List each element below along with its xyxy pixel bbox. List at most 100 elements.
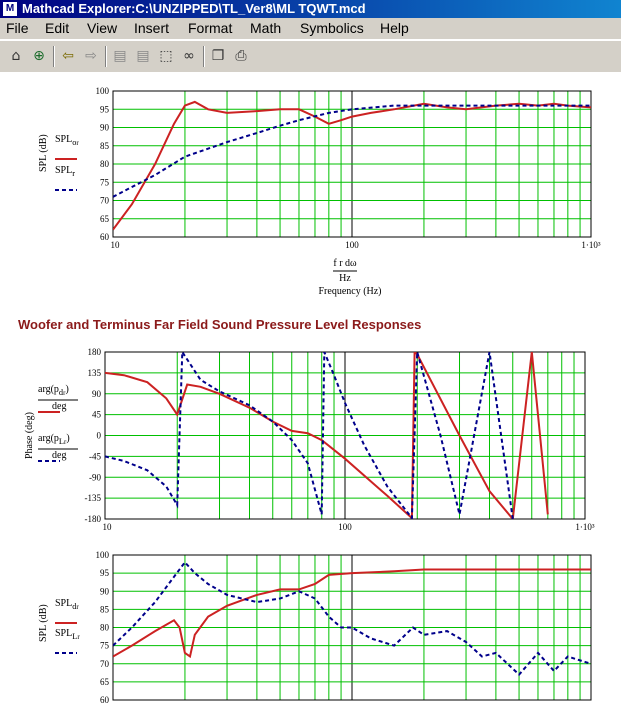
mathcad-app-icon: M — [3, 2, 17, 16]
copy-icon[interactable]: ❐ — [211, 48, 225, 64]
bottom-chart-ylabel: SPL (dB) — [38, 604, 49, 642]
top-ytick-label: 85 — [100, 141, 110, 151]
middle-legend-2: arg(pLr) — [38, 433, 70, 446]
top-legend-1-label: SPL — [55, 134, 73, 145]
middle-legend-2-tail: ) — [66, 433, 70, 444]
bottom-legend-2: SPLLr — [55, 628, 80, 641]
menu-bar: File Edit View Insert Format Math Symbol… — [0, 18, 621, 40]
middle-legend-2-label: arg(p — [38, 433, 59, 444]
top-ytick-label: 70 — [100, 196, 110, 206]
middle-plot-frame — [104, 351, 586, 520]
find-icon[interactable]: ⬚ — [159, 48, 173, 64]
top-xunit-num: f r dω — [333, 258, 357, 269]
back-arrow-icon[interactable]: ⇦ — [62, 48, 74, 64]
bottom-ytick-label: 70 — [100, 659, 110, 669]
bottom-ytick-label: 65 — [100, 677, 110, 687]
top-ytick-label: 100 — [96, 86, 110, 96]
middle-legend-1-sub: d — [58, 388, 64, 397]
top-ytick-label: 90 — [100, 123, 110, 133]
page-previous-icon[interactable]: ▤ — [113, 48, 127, 64]
middle-ytick-label: 180 — [88, 347, 102, 357]
menu-view[interactable]: View — [87, 20, 118, 36]
middle-ytick-label: -180 — [85, 514, 102, 524]
bottom-ytick-label: 95 — [100, 568, 110, 578]
top-ytick-label: 60 — [100, 232, 110, 242]
menu-insert[interactable]: Insert — [134, 20, 170, 36]
toolbar: ⌂ ⊕ ⇦ ⇨ ▤ ▤ ⬚ ∞ ❐ ⎙ — [0, 40, 621, 73]
middle-legend-1-tail: ) — [65, 384, 69, 395]
top-xtick-label: 1·10³ — [581, 240, 600, 250]
menu-format[interactable]: Format — [188, 20, 233, 36]
middle-ytick-label: -45 — [89, 451, 101, 461]
middle-legend-1-den: deg — [52, 401, 67, 412]
toolbar-separator — [203, 46, 205, 67]
window-title-bar: M Mathcad Explorer:C:\UNZIPPED\TL_Ver8\M… — [0, 0, 621, 18]
bottom-legend-2-label: SPL — [55, 628, 73, 639]
menu-help[interactable]: Help — [380, 20, 409, 36]
top-xunit-den: Hz — [339, 273, 351, 284]
menu-file[interactable]: File — [6, 20, 29, 36]
middle-xtick-label: 100 — [338, 522, 352, 532]
top-ytick-label: 95 — [100, 104, 110, 114]
top-series-2-line — [113, 104, 591, 198]
print-icon[interactable]: ⎙ — [235, 48, 247, 64]
top-ytick-label: 75 — [100, 177, 110, 187]
bottom-ytick-label: 60 — [100, 695, 110, 705]
middle-legend-2-subsub: r — [64, 438, 67, 446]
middle-xtick-label: 1·10³ — [575, 522, 594, 532]
bottom-series-1-line — [113, 568, 591, 659]
middle-legend-2-den: deg — [52, 450, 67, 461]
middle-ytick-label: -135 — [85, 493, 102, 503]
bottom-legend-1: SPLdr — [55, 598, 79, 611]
top-xlabel: Frequency (Hz) — [318, 286, 382, 297]
bottom-plot-frame — [112, 554, 592, 701]
bottom-ytick-label: 80 — [100, 623, 110, 633]
middle-ytick-label: -90 — [89, 472, 101, 482]
middle-xtick-label: 10 — [103, 522, 113, 532]
bottom-ytick-label: 75 — [100, 641, 110, 651]
middle-ytick-label: 0 — [97, 431, 102, 441]
top-xtick-label: 10 — [111, 240, 121, 250]
bottom-legend-1-label: SPL — [55, 598, 73, 609]
middle-legend-1-subsub: r — [63, 389, 66, 397]
toolbar-separator — [105, 46, 107, 67]
top-legend-2: SPLr — [55, 165, 75, 178]
page-next-icon[interactable]: ▤ — [136, 48, 150, 64]
top-legend-1-sub: o — [72, 138, 77, 147]
menu-symbolics[interactable]: Symbolics — [300, 20, 364, 36]
worksheet[interactable]: 60 65 70 75 80 85 90 95 100 10 100 1·10³ -180 -135 -90… — [0, 72, 621, 710]
middle-ytick-label: 45 — [92, 410, 102, 420]
bottom-legend-1-subsub: r — [76, 603, 79, 611]
section-heading: Woofer and Terminus Far Field Sound Pres… — [18, 317, 422, 332]
middle-ytick-label: 90 — [92, 389, 102, 399]
globe-icon[interactable]: ⊕ — [33, 48, 45, 64]
middle-ytick-label: 135 — [88, 368, 102, 378]
bottom-ytick-label: 85 — [100, 604, 110, 614]
window-title: Mathcad Explorer:C:\UNZIPPED\TL_Ver8\ML … — [22, 1, 366, 16]
menu-math[interactable]: Math — [250, 20, 282, 36]
forward-arrow-icon[interactable]: ⇨ — [85, 48, 97, 64]
top-legend-2-sub: r — [72, 169, 76, 178]
bottom-legend-2-subsub: r — [77, 633, 80, 641]
top-plot-frame — [112, 90, 592, 238]
middle-legend-1-label: arg(p — [38, 384, 59, 395]
bottom-ytick-label: 100 — [96, 550, 110, 560]
toolbar-separator — [53, 46, 55, 67]
bottom-legend-2-sub: L — [72, 632, 78, 641]
top-xtick-label: 100 — [345, 240, 359, 250]
middle-legend-1: arg(pdr) — [38, 384, 69, 397]
home-icon[interactable]: ⌂ — [11, 48, 21, 64]
binoculars-icon[interactable]: ∞ — [183, 48, 195, 64]
top-ytick-label: 65 — [100, 214, 110, 224]
middle-series-2-line — [105, 352, 514, 519]
menu-edit[interactable]: Edit — [45, 20, 70, 36]
middle-legend-2-sub: L — [58, 437, 65, 446]
top-legend-2-label: SPL — [55, 165, 73, 176]
top-ytick-label: 80 — [100, 159, 110, 169]
middle-chart-ylabel: Phase (deg) — [24, 412, 35, 459]
top-legend-1-subsub: r — [76, 139, 79, 147]
middle-series-1-line — [105, 352, 549, 519]
bottom-legend-1-sub: d — [72, 602, 77, 611]
top-legend-1: SPLor — [55, 134, 79, 147]
